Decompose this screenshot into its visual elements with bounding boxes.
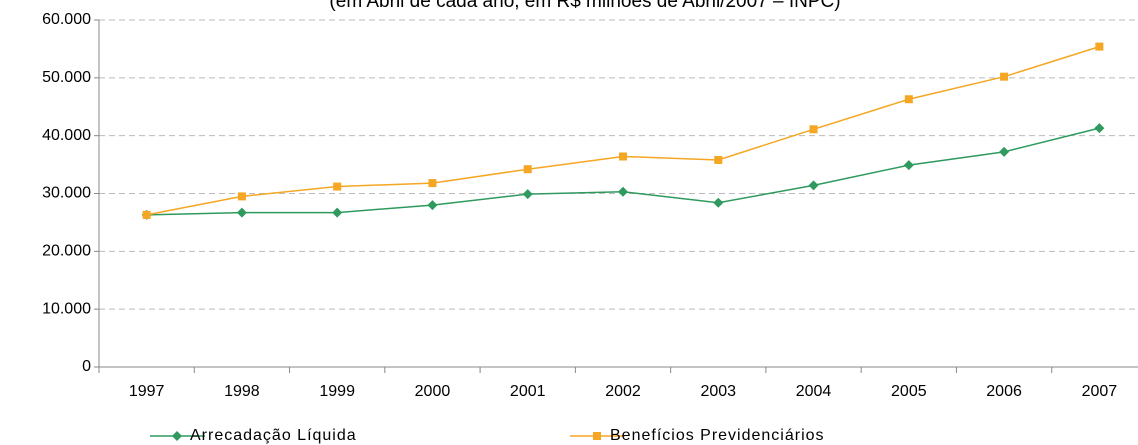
marker bbox=[236, 207, 247, 218]
marker bbox=[713, 197, 724, 208]
x-tick-label: 2005 bbox=[891, 383, 927, 400]
marker bbox=[1094, 123, 1105, 134]
marker bbox=[333, 182, 342, 191]
marker bbox=[172, 431, 182, 441]
marker bbox=[237, 192, 246, 201]
x-tick-label: 2004 bbox=[796, 383, 832, 400]
marker bbox=[1000, 72, 1009, 81]
y-tick-label: 40.000 bbox=[42, 127, 91, 144]
marker bbox=[809, 125, 818, 134]
marker bbox=[808, 180, 819, 191]
y-tick-label: 0 bbox=[82, 358, 91, 375]
marker bbox=[428, 179, 437, 188]
x-tick-label: 2002 bbox=[605, 383, 641, 400]
x-tick-label: 1999 bbox=[319, 383, 355, 400]
marker bbox=[903, 160, 914, 171]
marker bbox=[142, 210, 151, 219]
y-tick-label: 60.000 bbox=[42, 11, 91, 28]
marker bbox=[714, 155, 723, 164]
x-tick-label: 2006 bbox=[986, 383, 1022, 400]
marker bbox=[618, 186, 628, 197]
y-tick-label: 20.000 bbox=[42, 243, 91, 260]
marker bbox=[523, 165, 532, 174]
y-tick-label: 10.000 bbox=[42, 300, 91, 317]
y-tick-label: 30.000 bbox=[42, 185, 91, 202]
x-tick-label: 2003 bbox=[700, 383, 736, 400]
chart-subtitle: (em Abril de cada ano, em R$ milhões de … bbox=[329, 0, 840, 12]
marker bbox=[1095, 42, 1104, 51]
marker bbox=[427, 200, 438, 211]
x-tick-label: 1998 bbox=[224, 383, 260, 400]
x-tick-label: 2007 bbox=[1082, 383, 1118, 400]
marker bbox=[332, 207, 343, 218]
x-tick-label: 2000 bbox=[415, 383, 451, 400]
legend-label: Arrecadação Líquida bbox=[190, 427, 357, 444]
x-tick-label: 1997 bbox=[129, 383, 165, 400]
marker bbox=[619, 152, 627, 161]
y-tick-label: 50.000 bbox=[42, 69, 91, 86]
marker bbox=[522, 189, 533, 200]
marker bbox=[904, 95, 913, 104]
marker bbox=[999, 146, 1010, 157]
series-line bbox=[146, 127, 1100, 216]
marker bbox=[593, 432, 601, 440]
legend-label: Benefícios Previdenciários bbox=[610, 427, 825, 444]
x-tick-label: 2001 bbox=[510, 383, 546, 400]
